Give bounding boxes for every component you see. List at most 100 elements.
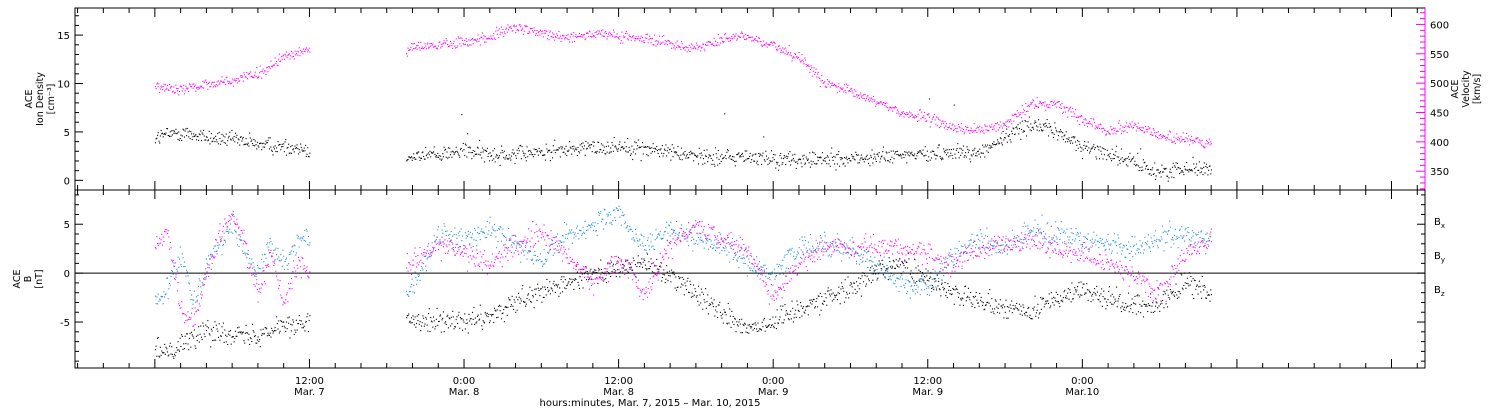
density-point <box>901 157 903 159</box>
density-point <box>806 158 808 160</box>
bx-point <box>919 270 921 273</box>
velocity-point <box>727 37 729 39</box>
bx-point <box>213 339 215 341</box>
density-point <box>486 150 488 152</box>
density-point <box>1085 145 1087 147</box>
bx-point <box>964 286 966 288</box>
bx-point <box>513 299 515 301</box>
bx-point <box>809 302 811 304</box>
velocity-point <box>695 48 697 50</box>
bx-point <box>229 330 232 332</box>
velocity-point <box>871 101 873 103</box>
bx-point <box>460 318 462 320</box>
density-point <box>1184 168 1186 170</box>
velocity-point <box>503 31 505 33</box>
bx-point <box>425 316 427 318</box>
bx-point <box>544 288 547 290</box>
density-point <box>1148 173 1150 175</box>
velocity-point <box>967 126 969 128</box>
density-point <box>923 155 926 157</box>
velocity-point <box>872 95 875 98</box>
density-point <box>253 139 255 141</box>
velocity-point <box>921 111 923 113</box>
density-point <box>1196 163 1198 165</box>
velocity-point <box>701 46 703 48</box>
velocity-point <box>233 79 235 81</box>
bx-point <box>729 315 731 317</box>
bx-point <box>994 308 996 310</box>
bx-point <box>658 265 661 268</box>
density-point <box>251 143 254 145</box>
density-point <box>643 146 645 148</box>
by-point <box>195 301 197 303</box>
velocity-point <box>1179 138 1181 140</box>
by-point <box>758 273 760 275</box>
velocity-point <box>676 40 678 42</box>
bx-point <box>982 304 984 306</box>
velocity-point <box>221 76 223 78</box>
bx-point <box>1033 306 1035 308</box>
density-point <box>492 150 494 152</box>
velocity-point <box>945 123 948 125</box>
velocity-point <box>748 36 751 39</box>
velocity-point <box>602 29 604 31</box>
velocity-point <box>848 90 850 92</box>
density-point <box>613 137 615 139</box>
velocity-point <box>580 36 582 38</box>
by-point <box>424 256 426 258</box>
density-point <box>627 151 629 153</box>
density-point <box>1145 165 1147 167</box>
density-point <box>518 147 520 149</box>
bx-point <box>1021 310 1023 312</box>
density-point <box>192 136 194 138</box>
bx-point <box>554 285 556 287</box>
velocity-point <box>758 37 760 39</box>
bx-point <box>848 292 850 294</box>
bx-point <box>685 288 688 291</box>
by-point <box>204 276 206 279</box>
bx-point <box>280 320 283 323</box>
bx-point <box>870 267 872 269</box>
by-point <box>773 272 775 274</box>
bx-point <box>655 265 657 267</box>
velocity-point <box>573 40 576 43</box>
by-point <box>172 273 174 275</box>
velocity-point <box>790 55 792 57</box>
by-point <box>593 225 595 227</box>
bx-point <box>447 314 449 316</box>
bx-point <box>411 322 413 324</box>
by-point <box>305 228 307 230</box>
by-point <box>607 215 609 217</box>
by-point <box>631 238 633 240</box>
bx-point <box>955 288 957 290</box>
bx-point <box>962 304 965 306</box>
bx-point <box>726 322 728 324</box>
bx-point <box>807 305 809 307</box>
velocity-point <box>605 30 607 33</box>
velocity-point <box>292 52 294 54</box>
velocity-point <box>764 45 766 47</box>
bx-point <box>1162 294 1164 296</box>
bx-point <box>795 316 797 318</box>
velocity-point <box>184 90 186 92</box>
by-point <box>733 256 735 259</box>
bx-point <box>1095 294 1097 296</box>
by-point <box>426 258 428 260</box>
bx-point <box>222 322 224 324</box>
by-point <box>798 247 800 249</box>
velocity-point <box>818 76 820 78</box>
bx-point <box>1057 293 1059 296</box>
density-point <box>812 151 814 153</box>
velocity-axis-title-line: Velocity <box>1461 70 1472 108</box>
velocity-point <box>1193 139 1195 141</box>
by-point <box>513 243 515 245</box>
density-point <box>1084 141 1086 143</box>
density-point <box>728 157 730 159</box>
velocity-point <box>188 83 190 85</box>
velocity-point <box>775 48 777 50</box>
by-point <box>280 254 282 256</box>
velocity-point <box>1041 104 1043 106</box>
velocity-point <box>576 36 578 38</box>
velocity-point <box>974 130 977 132</box>
by-point <box>279 260 281 262</box>
